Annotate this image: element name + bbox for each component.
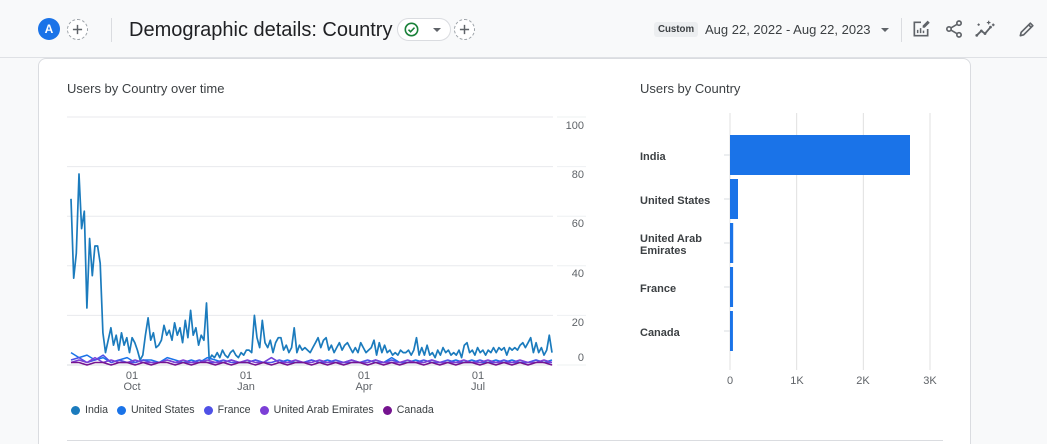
- legend-label: India: [85, 404, 108, 416]
- y-tick-label: 20: [572, 317, 584, 329]
- bar-x-axis-labels: 0 1K 2K 3K: [727, 375, 937, 387]
- category-label-canada: Canada: [640, 327, 680, 339]
- series-line-india[interactable]: [70, 173, 553, 361]
- category-label-united-arab-emirates: United Arab Emirates: [640, 233, 702, 257]
- plus-icon: [72, 24, 83, 35]
- page-title: Demographic details: Country: [129, 19, 393, 41]
- x-tick-label: 1K: [790, 375, 804, 387]
- bar-france[interactable]: [730, 267, 734, 307]
- legend-label: France: [217, 404, 251, 416]
- x-tick-month: Jul: [471, 381, 485, 393]
- y-tick-label: 80: [572, 169, 584, 181]
- legend-dot-icon: [116, 405, 126, 415]
- bar-chart-title: Users by Country: [640, 81, 741, 96]
- pencil-icon: [1019, 22, 1034, 37]
- legend-item-united-states[interactable]: United States: [116, 404, 195, 416]
- customize-report-button[interactable]: [909, 17, 933, 41]
- report-status-dropdown[interactable]: [397, 18, 451, 41]
- legend-dot-icon: [259, 405, 269, 415]
- date-range-picker[interactable]: Aug 22, 2022 - Aug 22, 2023: [705, 22, 871, 37]
- legend-dot-icon: [203, 405, 213, 415]
- bar-canada[interactable]: [730, 311, 733, 351]
- section-divider: [67, 440, 943, 441]
- category-label-france: France: [640, 283, 677, 295]
- line-chart-title: Users by Country over time: [67, 81, 225, 96]
- date-preset-badge: Custom: [654, 22, 699, 37]
- y-tick-label: 100: [566, 120, 584, 132]
- x-tick-label: 2K: [856, 375, 870, 387]
- bar-united-states[interactable]: [730, 179, 738, 219]
- legend-item-canada[interactable]: Canada: [382, 404, 434, 416]
- insights-icon: [975, 20, 995, 37]
- avatar[interactable]: A: [38, 18, 60, 40]
- share-icon: [946, 20, 962, 38]
- x-tick-day: 01: [240, 370, 252, 382]
- x-axis-labels: 01 Oct 01 Jan 01 Apr 01 Jul: [123, 370, 485, 393]
- edit-button[interactable]: [1015, 17, 1039, 41]
- add-comparison-button[interactable]: [67, 19, 88, 40]
- bar-united-arab-emirates[interactable]: [730, 223, 734, 263]
- date-range-chevron-icon[interactable]: [881, 28, 889, 32]
- line-chart-grid: [67, 116, 586, 366]
- add-filter-button[interactable]: [454, 19, 475, 40]
- header-divider: [901, 18, 902, 42]
- y-tick-label: 60: [572, 218, 584, 230]
- legend-item-france[interactable]: France: [203, 404, 251, 416]
- legend-dot-icon: [71, 405, 80, 415]
- legend-item-india[interactable]: India: [71, 404, 108, 416]
- insights-button[interactable]: [973, 17, 997, 41]
- category-label-india: India: [640, 151, 666, 163]
- line-chart-series: [70, 173, 553, 366]
- legend-dot-icon: [382, 405, 392, 415]
- x-tick-month: Oct: [123, 381, 140, 393]
- bar-chart-bars: [730, 135, 910, 351]
- y-tick-label: 0: [578, 352, 584, 364]
- x-tick-day: 01: [126, 370, 138, 382]
- report-card: Users by Country over time 0 20 40 60 80…: [38, 58, 971, 444]
- x-tick-day: 01: [472, 370, 484, 382]
- chevron-down-icon: [433, 27, 441, 32]
- x-tick-month: Apr: [355, 381, 372, 393]
- legend-label: United Arab Emirates: [273, 404, 374, 416]
- legend-label: United States: [130, 404, 195, 416]
- x-tick-month: Jan: [237, 381, 255, 393]
- series-line-canada[interactable]: [71, 361, 553, 366]
- y-tick-label: 40: [572, 268, 584, 280]
- header-divider: [111, 18, 112, 42]
- legend-item-united-arab-emirates[interactable]: United Arab Emirates: [259, 404, 374, 416]
- report-header: A Demographic details: Country Custom Au…: [0, 0, 1047, 58]
- y-axis-labels: 0 20 40 60 80 100: [566, 120, 584, 364]
- bar-category-labels: India United States United Arab Emirates…: [640, 135, 730, 355]
- bar-india[interactable]: [730, 135, 910, 175]
- category-label-united-states: United States: [640, 195, 711, 207]
- share-button[interactable]: [942, 17, 966, 41]
- customize-report-icon: [913, 20, 930, 37]
- check-circle-icon: [404, 22, 419, 37]
- plus-icon: [459, 24, 470, 35]
- x-tick-day: 01: [358, 370, 370, 382]
- legend-label: Canada: [396, 404, 434, 416]
- line-chart-legend: India United States France United Arab E…: [71, 404, 443, 416]
- x-tick-label: 3K: [923, 375, 937, 387]
- x-tick-label: 0: [727, 375, 733, 387]
